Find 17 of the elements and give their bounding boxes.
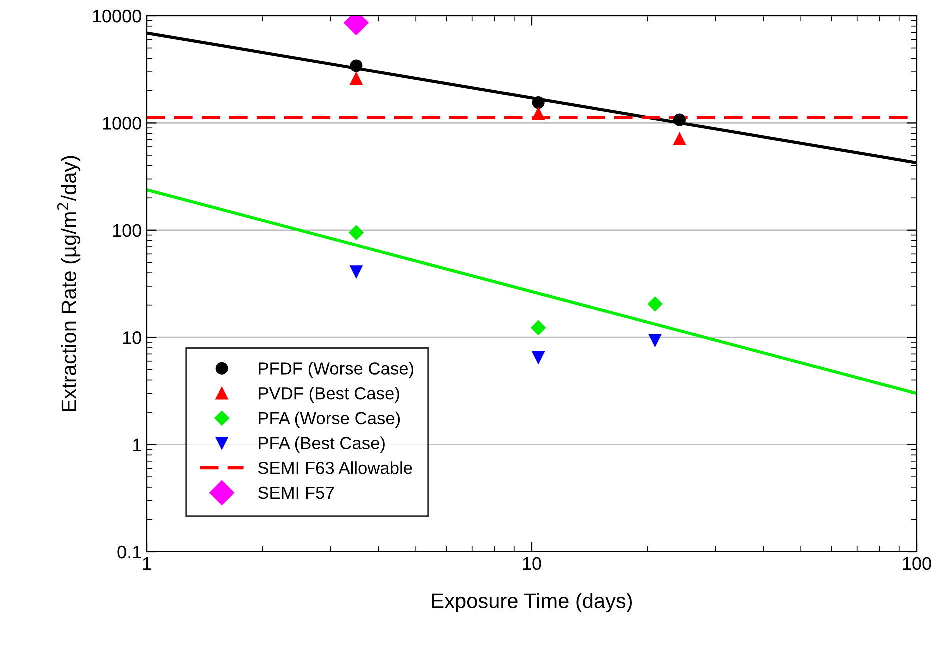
- y-tick-label: 0.1: [118, 546, 142, 559]
- legend-label: PFDF (Worse Case): [259, 362, 414, 378]
- x-axis-title: Exposure Time (days): [432, 593, 632, 613]
- y-tick-label: 10000: [93, 10, 142, 23]
- legend-label: PFA (Best Case): [259, 436, 385, 453]
- x-tick-label: 100: [903, 557, 932, 570]
- x-tick-label: 1: [143, 558, 152, 570]
- y-axis-title: Extraction Rate (µg/m$^{2}$/day): [57, 156, 81, 412]
- x-tick-label: 10: [523, 557, 542, 570]
- legend-label: PFA (Worse Case): [259, 412, 400, 428]
- y-tick-label: 100: [113, 224, 142, 238]
- y-tick-label: 1: [133, 438, 142, 452]
- y-tick-label: 1000: [103, 117, 142, 130]
- y-tick-label: 10: [123, 332, 142, 344]
- legend-label: PVDF (Best Case): [259, 386, 400, 404]
- legend-label: SEMI F63 Allowable: [258, 462, 412, 474]
- legend-label: SEMI F57: [258, 486, 334, 500]
